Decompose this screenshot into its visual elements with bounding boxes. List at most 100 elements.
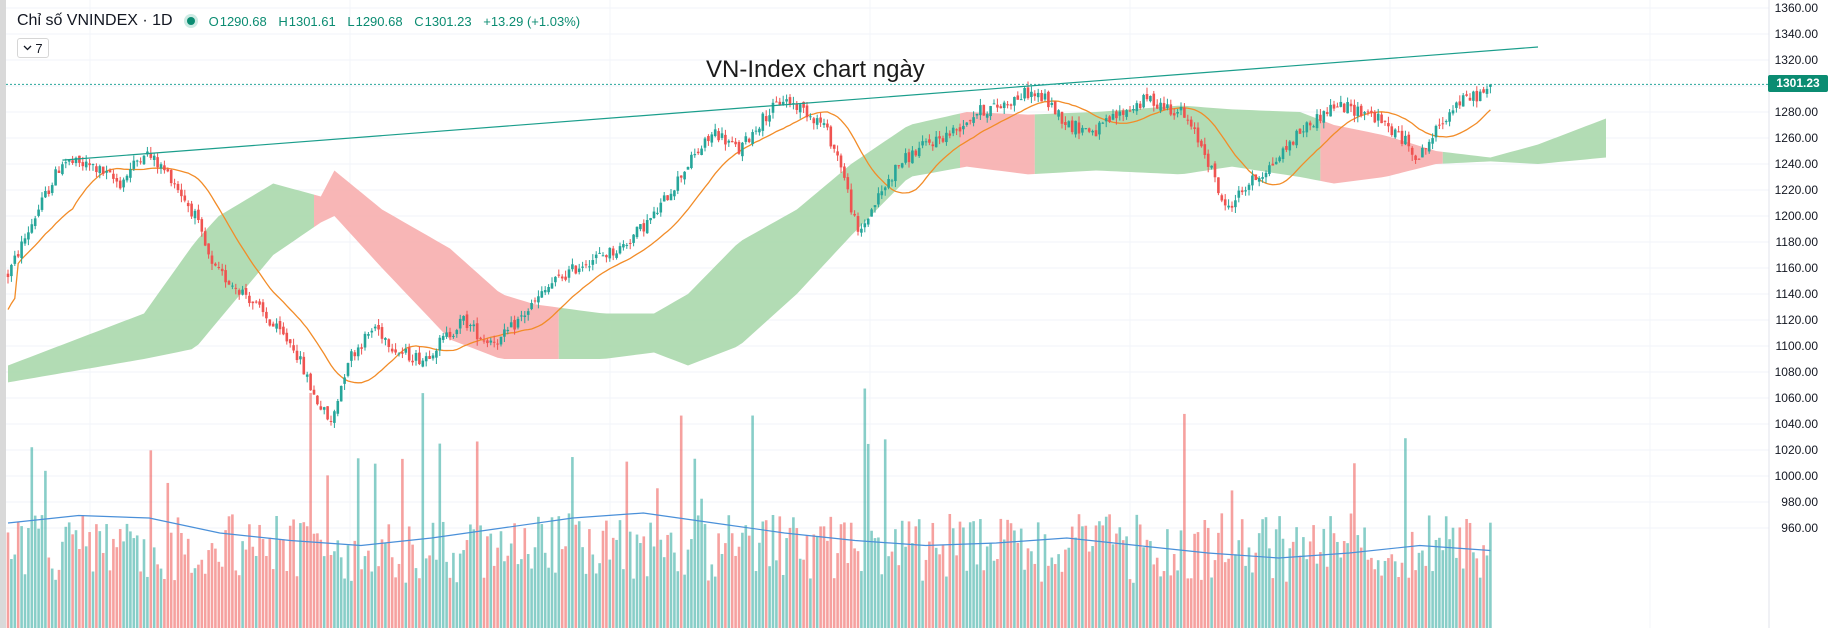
volume-bar <box>193 568 197 628</box>
current-price-label: 1301.23 <box>1768 75 1828 93</box>
symbol-label[interactable]: Chỉ số VNINDEX · 1D <box>17 12 173 29</box>
candle-body <box>135 160 139 162</box>
volume-bar <box>244 549 248 628</box>
volume-bar <box>696 515 700 628</box>
volume-bar <box>16 522 20 628</box>
candle-body <box>299 356 302 360</box>
volume-bar <box>537 516 540 628</box>
candle-body <box>985 114 989 118</box>
price-axis[interactable] <box>1769 0 1832 628</box>
volume-bar <box>656 488 659 628</box>
volume-bar <box>513 523 516 628</box>
volume-bar <box>1478 577 1482 628</box>
candle-body <box>1295 130 1298 146</box>
volume-bar <box>900 520 904 628</box>
volume-bar <box>227 516 231 628</box>
candle-body <box>1373 111 1377 123</box>
candle-body <box>1183 107 1186 118</box>
candle-body <box>1006 104 1009 106</box>
candle-body <box>1322 111 1326 123</box>
volume-bar <box>798 558 802 628</box>
volume-moving-average-line <box>7 512 1491 559</box>
candle-body <box>1240 190 1244 193</box>
candle-body <box>696 151 700 154</box>
candle-body <box>965 122 969 125</box>
candle-body <box>1356 106 1360 117</box>
volume-bar <box>1196 532 1200 628</box>
volume-bar <box>169 532 173 628</box>
candle-body <box>1135 103 1139 112</box>
candle-body <box>1485 88 1489 94</box>
candle-body <box>1359 105 1363 116</box>
volume-bar <box>1414 570 1417 628</box>
candle-body <box>329 420 333 422</box>
price-tick-label: 1360.00 <box>1775 1 1819 15</box>
candle-body <box>1074 120 1077 135</box>
candle-body <box>533 300 537 302</box>
volume-bar <box>1135 514 1139 628</box>
candle-body <box>1397 131 1400 133</box>
volume-bar <box>489 533 493 628</box>
candle-body <box>231 285 234 287</box>
volume-bar <box>329 554 333 628</box>
candle-body <box>210 255 214 264</box>
candle-body <box>1407 134 1411 147</box>
candle-body <box>1305 122 1309 133</box>
volume-bar <box>224 530 227 628</box>
volume-bar <box>1070 526 1074 628</box>
candle-body <box>1002 102 1006 109</box>
candle-body <box>863 223 867 228</box>
indicators-collapse-button[interactable]: 7 <box>17 38 49 58</box>
volume-bar <box>1427 515 1431 628</box>
candle-body <box>373 326 377 329</box>
volume-bar <box>1030 551 1033 628</box>
candle-body <box>146 151 149 155</box>
candle-body <box>1278 157 1281 162</box>
volume-bar <box>679 415 683 628</box>
volume-bar <box>37 528 40 628</box>
volume-bar <box>458 553 462 628</box>
candle-body <box>309 373 312 391</box>
volume-bar <box>268 537 272 628</box>
volume-bar <box>217 561 221 628</box>
volume-bar <box>526 554 530 628</box>
candle-body <box>972 117 975 123</box>
candle-body <box>727 140 731 143</box>
candle-body <box>948 133 952 136</box>
candle-body <box>186 202 190 207</box>
volume-bar <box>1087 551 1091 628</box>
candle-body <box>67 159 71 162</box>
candle-body <box>1308 122 1312 126</box>
candle-body <box>428 355 431 359</box>
volume-bar <box>1441 550 1445 628</box>
volume-bar <box>1257 533 1261 628</box>
candle-body <box>472 324 476 327</box>
volume-bar <box>751 415 754 628</box>
volume-bar <box>1036 522 1040 628</box>
candle-body <box>1427 141 1431 152</box>
candle-body <box>1455 102 1458 108</box>
candle-body <box>911 150 914 164</box>
volume-bar <box>547 567 550 628</box>
candle-body <box>934 136 938 148</box>
candle-body <box>203 231 207 246</box>
candle-body <box>737 142 741 154</box>
candle-body <box>33 218 37 227</box>
volume-bar <box>713 576 717 628</box>
symbol-legend[interactable]: Chỉ số VNINDEX · 1D O1290.68 H1301.61 L1… <box>17 12 588 30</box>
candle-body <box>387 339 391 347</box>
volume-bar <box>1325 566 1329 628</box>
candle-body <box>1016 95 1020 100</box>
candle-body <box>91 164 95 166</box>
resistance-trendline[interactable] <box>62 46 1539 161</box>
candle-body <box>853 213 856 216</box>
candle-body <box>1026 87 1030 99</box>
volume-bar <box>1033 563 1037 628</box>
candle-body <box>1203 144 1207 155</box>
candle-body <box>237 290 241 295</box>
price-tick-label: 1240.00 <box>1775 157 1819 171</box>
candle-body <box>156 157 159 168</box>
candle-body <box>870 209 873 217</box>
volume-bar <box>1332 533 1336 628</box>
